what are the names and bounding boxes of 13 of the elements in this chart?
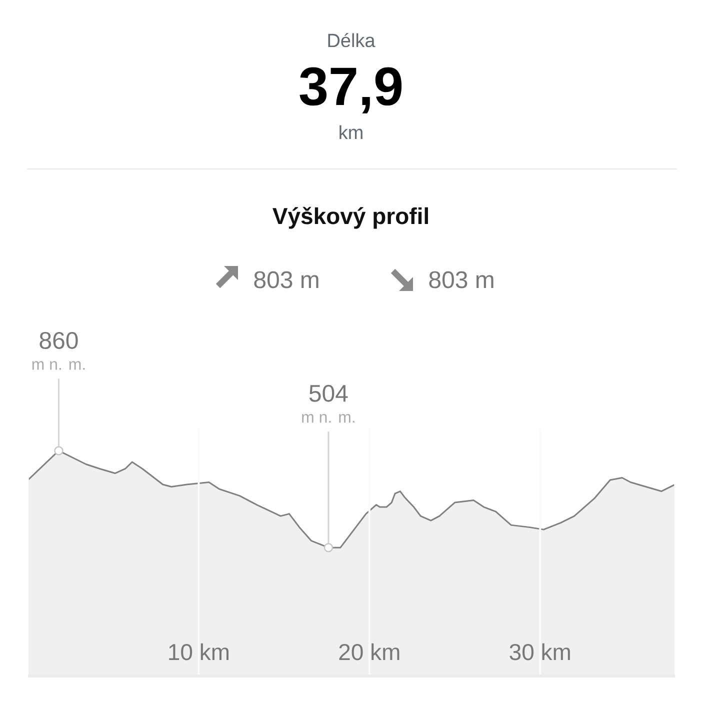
y-axis-title: m n. m. [302, 414, 354, 423]
chart-title: Výškový profil [272, 206, 428, 229]
text: km [340, 125, 362, 139]
text: Délka [328, 33, 376, 48]
text: 803 m [429, 271, 494, 288]
text: 37,9 [300, 67, 402, 114]
annotation: 860 [40, 332, 78, 349]
text: 803 m [254, 271, 318, 288]
x-tick-label: 20 km [339, 643, 400, 660]
x-tick-label: 10 km [169, 643, 228, 660]
text: m n. m. [32, 361, 85, 370]
x-tick-label: 30 km [510, 643, 570, 660]
annotation: 504 [309, 384, 348, 402]
